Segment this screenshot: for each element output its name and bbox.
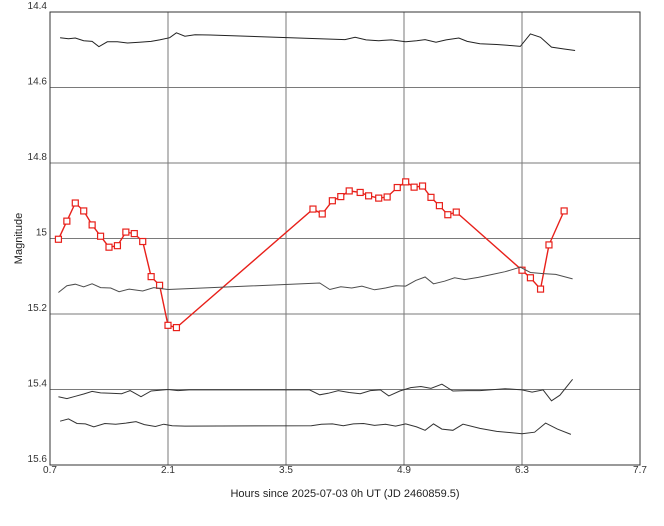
data-point-marker: [328, 197, 336, 205]
y-tick-label: 14.8: [28, 152, 48, 163]
data-point-marker: [410, 183, 418, 191]
y-axis-label: Magnitude: [13, 213, 25, 264]
y-tick-label: 15.4: [28, 379, 48, 390]
series-line: [59, 418, 572, 435]
y-tick-label: 15: [36, 228, 48, 239]
data-point-marker: [560, 207, 568, 215]
y-tick-label: 15.2: [28, 303, 48, 314]
data-point-marker: [365, 192, 373, 200]
series-line: [58, 266, 573, 293]
series-5: [59, 418, 572, 435]
data-point-marker: [113, 242, 122, 250]
data-point-marker: [375, 194, 383, 202]
data-point-marker: [122, 228, 130, 236]
data-point-marker: [318, 210, 326, 218]
data-point-marker: [526, 274, 535, 282]
x-tick-label: 6.3: [515, 465, 529, 476]
series-layer: [54, 32, 576, 435]
data-point-marker: [309, 205, 317, 213]
series-4: [58, 378, 573, 402]
data-point-marker: [88, 221, 96, 229]
data-point-marker: [155, 281, 164, 289]
tick-labels: 0.7 2.1 3.5 4.9 6.3 7.7 14.4 14.6 14.8 15 15.2 15.4…: [28, 1, 648, 476]
x-tick-label: 2.1: [161, 465, 175, 476]
data-point-marker: [96, 232, 105, 240]
x-tick-label: 4.9: [397, 465, 411, 476]
y-tick-label: 15.6: [28, 454, 48, 465]
series-1: [60, 32, 576, 51]
data-point-marker: [402, 178, 410, 186]
x-tick-label: 3.5: [279, 465, 293, 476]
data-point-marker: [345, 187, 353, 195]
y-tick-label: 14.4: [28, 1, 48, 12]
x-tick-label: 7.7: [633, 465, 647, 476]
data-point-marker: [147, 273, 155, 281]
data-point-marker: [444, 211, 452, 219]
data-point-marker: [105, 243, 113, 251]
data-point-marker: [80, 207, 88, 215]
data-point-marker: [435, 202, 443, 210]
data-point-marker: [139, 237, 147, 246]
data-point-marker: [393, 183, 401, 192]
data-point-marker: [452, 208, 460, 216]
data-point-marker: [383, 193, 391, 201]
series-2: [54, 178, 568, 332]
data-point-marker: [54, 235, 63, 243]
x-axis-label: Hours since 2025-07-03 0h UT (JD 2460859…: [230, 488, 459, 500]
data-point-marker: [356, 188, 364, 197]
data-point-marker: [337, 192, 345, 201]
series-line: [60, 32, 576, 51]
series-line: [58, 378, 573, 402]
series-3: [58, 266, 573, 293]
x-tick-label: 0.7: [43, 465, 57, 476]
data-point-marker: [164, 321, 172, 329]
y-tick-label: 14.6: [28, 77, 48, 88]
data-point-marker: [130, 229, 138, 238]
data-point-marker: [536, 285, 545, 293]
plot-area-frame: [49, 11, 641, 466]
series-line: [57, 181, 565, 329]
data-point-marker: [63, 217, 71, 225]
data-point-marker: [427, 193, 435, 201]
data-point-marker: [71, 199, 79, 207]
data-point-marker: [545, 241, 553, 249]
data-point-marker: [418, 182, 427, 190]
data-point-marker: [172, 323, 181, 332]
